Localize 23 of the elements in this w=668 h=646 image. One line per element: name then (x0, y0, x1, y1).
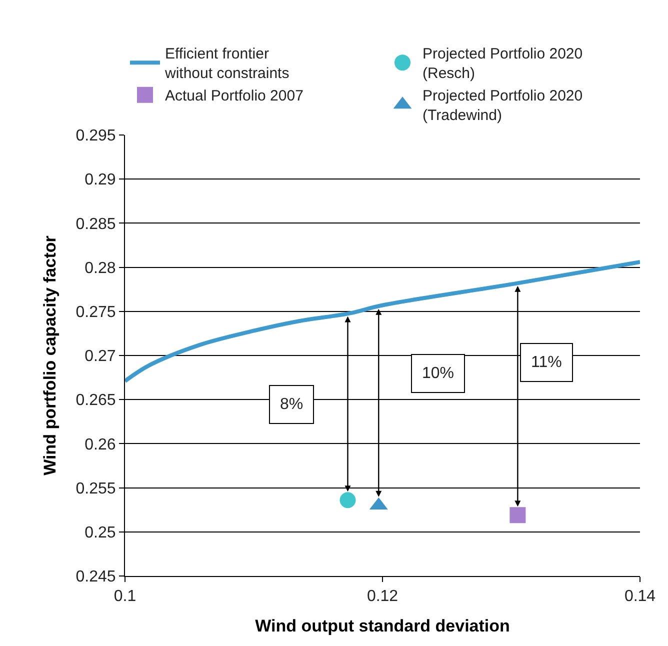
annotation: 10% (422, 365, 454, 382)
y-tick-label: 0.27 (84, 348, 116, 366)
annotation: 11% (531, 354, 562, 371)
legend-label: Efficient frontier without constraints (164, 46, 290, 82)
annotation: 8% (280, 396, 304, 413)
y-axis-title: Wind portfolio capacity factor (40, 235, 60, 476)
legend-label: Projected Portfolio 2020 (Tradewind) (422, 88, 583, 124)
x-axis-title: Wind output standard deviation (255, 616, 510, 636)
y-tick-label: 0.265 (76, 392, 116, 410)
y-tick-label: 0.285 (76, 216, 116, 233)
y-tick-label: 0.245 (76, 568, 116, 586)
y-tick-label: 0.25 (84, 524, 116, 542)
x-tick-label: 0.14 (624, 588, 656, 606)
x-tick-label: 0.12 (366, 588, 398, 606)
legend-label: Projected Portfolio 2020 (Resch) (422, 46, 583, 82)
y-tick-label: 0.255 (76, 480, 116, 498)
y-tick-label: 0.28 (84, 260, 116, 277)
legend-label: Actual Portfolio 2007 (165, 88, 304, 105)
x-tick-label: 0.1 (114, 588, 136, 606)
y-tick-label: 0.26 (84, 436, 116, 454)
y-tick-label: 0.275 (76, 304, 116, 321)
y-tick-label: 0.295 (76, 128, 116, 145)
y-tick-label: 0.29 (84, 172, 116, 189)
